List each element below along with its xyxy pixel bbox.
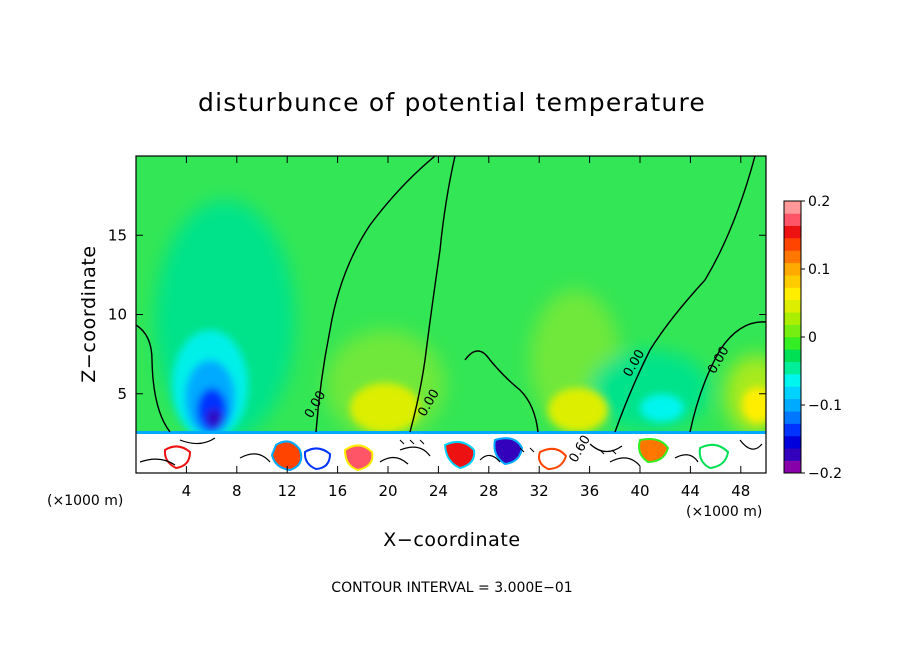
colorbar-swatch [784, 312, 801, 325]
y-tick-label: 15 [108, 226, 127, 244]
colorbar-swatch [784, 201, 801, 214]
colorbar-swatch [784, 275, 801, 288]
colorbar-swatch [784, 435, 801, 449]
y-axis-ticks: 5 10 15 [108, 226, 766, 403]
x-unit-left: (×1000 m) [47, 493, 123, 509]
x-tick-label: 44 [681, 482, 700, 500]
x-tick-label: 4 [182, 482, 192, 500]
plot-area: 0.00 0.000.00 0.000.60 [136, 156, 766, 473]
x-tick-label: 16 [328, 482, 347, 500]
eddy-dashes [399, 439, 617, 455]
contour-line [464, 350, 539, 433]
y-tick-label: 5 [117, 385, 127, 403]
x-unit-right: (×1000 m) [686, 504, 762, 520]
colorbar-swatch [784, 349, 801, 363]
contour-line [315, 156, 436, 433]
eddy [443, 440, 476, 470]
cool-spot-40 [640, 394, 684, 422]
x-tick-label: 8 [232, 482, 242, 500]
x-tick-label: 36 [580, 482, 599, 500]
colorbar-swatch [784, 238, 801, 251]
colorbar-swatch [784, 386, 801, 400]
colorbar-swatch [784, 398, 801, 412]
colorbar-swatch [784, 374, 801, 387]
colorbar-swatch [784, 423, 801, 437]
contour-line [689, 321, 766, 433]
boundary-layer-top [136, 431, 766, 434]
contour-line [136, 324, 171, 433]
colorbar-ticks: 0.2 0.1 0 −0.1 −0.2 [801, 194, 842, 482]
colorbar-swatch [784, 299, 801, 313]
colorbar-swatch [784, 448, 801, 461]
colorbar-swatch [784, 287, 801, 301]
colorbar-tick-label: 0.2 [808, 194, 830, 210]
colorbar-tick-label: −0.1 [808, 398, 842, 414]
x-tick-label: 20 [378, 482, 397, 500]
eddy [493, 437, 524, 466]
eddy [270, 440, 303, 472]
colorbar [783, 200, 802, 474]
chart-title: disturbunce of potential temperature [198, 88, 706, 117]
x-tick-label: 32 [530, 482, 549, 500]
colorbar-swatch [784, 250, 801, 264]
sharp-field [172, 330, 766, 440]
x-axis-label: X−coordinate [383, 529, 520, 551]
x-tick-label: 24 [429, 482, 448, 500]
colorbar-swatch [784, 262, 801, 276]
eddy [638, 438, 670, 464]
x-tick-label: 28 [479, 482, 498, 500]
eddy [303, 447, 332, 471]
eddy-contours [179, 437, 763, 457]
eddy [538, 447, 568, 471]
colorbar-swatch [784, 361, 801, 375]
x-tick-label: 40 [630, 482, 649, 500]
contour-line [409, 156, 456, 433]
eddy [698, 443, 730, 470]
boundary-layer [136, 431, 766, 473]
contour-interval-note: CONTOUR INTERVAL = 3.000E−01 [331, 580, 572, 596]
contour-line [614, 156, 756, 433]
warm-spot-49 [742, 387, 766, 423]
x-tick-label: 12 [278, 482, 297, 500]
eddy-contours [139, 453, 699, 467]
colorbar-swatch [784, 337, 801, 350]
colorbar-tick-label: 0 [808, 330, 817, 346]
zero-contours [136, 156, 766, 433]
warm-plume-34 [548, 388, 608, 432]
eddy [343, 444, 374, 472]
colorbar-swatch [784, 225, 801, 239]
y-tick-label: 10 [108, 306, 127, 324]
x-tick-label: 48 [731, 482, 750, 500]
colorbar-swatch [784, 213, 801, 227]
colorbar-tick-label: 0.1 [808, 262, 830, 278]
colorbar-swatch [784, 411, 801, 424]
cold-core [207, 409, 221, 427]
y-axis-label: Z−coordinate [78, 245, 100, 382]
colorbar-swatch [784, 324, 801, 338]
colorbar-tick-label: −0.2 [808, 466, 842, 482]
x-axis-ticks: 4 8 12 16 20 24 28 32 36 40 44 48 [182, 156, 750, 500]
warm-plume-20 [350, 383, 420, 433]
colorbar-swatch [784, 460, 801, 474]
